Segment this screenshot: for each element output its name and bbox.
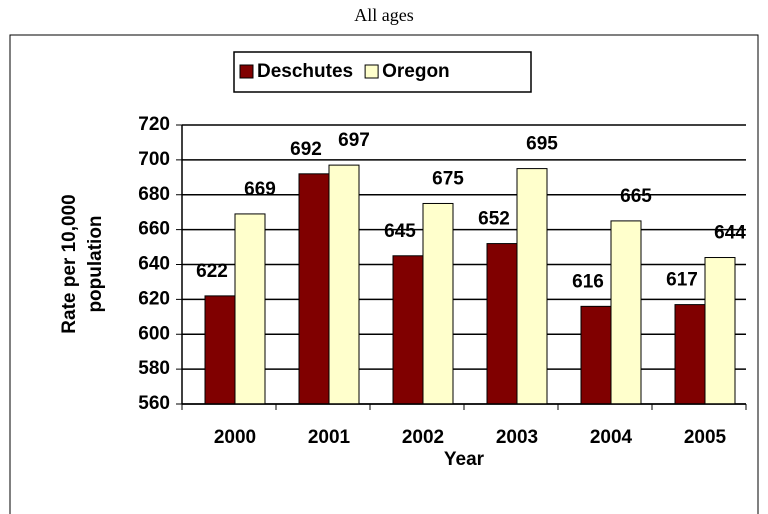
y-tick-label: 660 <box>138 219 170 240</box>
y-axis-label: Rate per 10,000 <box>59 194 80 333</box>
data-label: 622 <box>196 261 228 282</box>
bar <box>422 202 454 405</box>
x-tick-label: 2001 <box>308 427 351 448</box>
y-tick-label: 700 <box>138 149 170 170</box>
data-label: 665 <box>620 186 652 207</box>
chart-frame <box>9 34 759 514</box>
bar <box>674 304 706 405</box>
legend-label: Deschutes <box>257 61 353 82</box>
bar <box>486 243 518 405</box>
x-tick-label: 2000 <box>214 427 256 448</box>
x-tick-label: 2003 <box>496 427 538 448</box>
data-label: 644 <box>714 223 746 244</box>
data-label: 675 <box>432 168 464 189</box>
bar <box>392 255 424 405</box>
data-label: 695 <box>526 134 558 155</box>
data-label: 669 <box>244 179 276 200</box>
bar <box>610 220 642 405</box>
data-label: 645 <box>384 221 416 242</box>
data-label: 616 <box>572 271 604 292</box>
bar <box>298 173 330 405</box>
bar <box>234 213 266 405</box>
x-axis-label: Year <box>444 449 485 470</box>
y-tick-label: 680 <box>138 184 170 205</box>
bar <box>516 168 548 405</box>
legend-box <box>233 51 532 93</box>
x-tick-label: 2004 <box>590 427 633 448</box>
data-label: 617 <box>666 270 698 291</box>
bar <box>704 257 736 405</box>
y-tick-label: 600 <box>138 323 170 344</box>
bar <box>328 164 360 405</box>
x-tick-label: 2002 <box>402 427 444 448</box>
data-label: 697 <box>338 130 370 151</box>
y-tick-label: 560 <box>138 393 170 414</box>
legend-swatch <box>239 64 254 79</box>
legend-label: Oregon <box>382 61 450 82</box>
bar <box>580 305 612 405</box>
y-tick-label: 580 <box>138 358 170 379</box>
y-tick-label: 640 <box>138 254 170 275</box>
y-axis-label: population <box>85 215 106 312</box>
y-tick-label: 720 <box>138 114 170 135</box>
chart-title: All ages <box>354 5 413 25</box>
x-tick-label: 2005 <box>684 427 727 448</box>
legend-swatch <box>364 64 379 79</box>
bar <box>204 295 236 405</box>
data-label: 652 <box>478 209 510 230</box>
data-label: 692 <box>290 139 322 160</box>
y-tick-label: 620 <box>138 288 170 309</box>
